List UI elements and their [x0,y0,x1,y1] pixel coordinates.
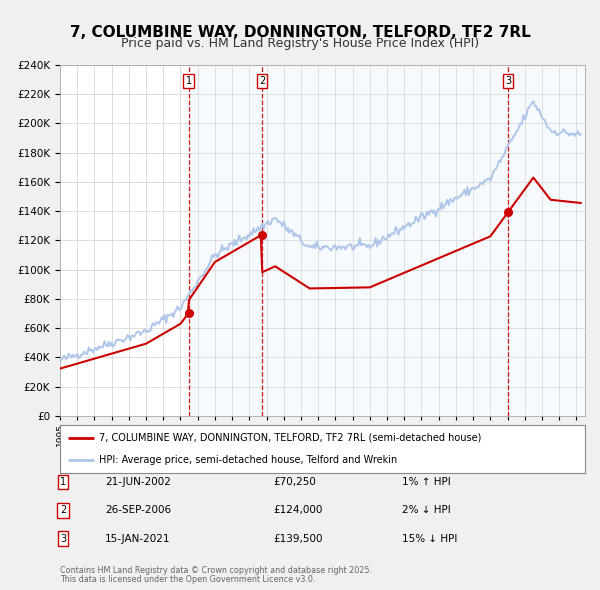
Text: 7, COLUMBINE WAY, DONNINGTON, TELFORD, TF2 7RL: 7, COLUMBINE WAY, DONNINGTON, TELFORD, T… [70,25,530,40]
Text: 15-JAN-2021: 15-JAN-2021 [105,534,170,543]
Text: 3: 3 [505,76,511,86]
Text: 7, COLUMBINE WAY, DONNINGTON, TELFORD, TF2 7RL (semi-detached house): 7, COLUMBINE WAY, DONNINGTON, TELFORD, T… [100,433,482,443]
Bar [188,65,262,416]
Text: Price paid vs. HM Land Registry's House Price Index (HPI): Price paid vs. HM Land Registry's House … [121,37,479,50]
Text: 26-SEP-2006: 26-SEP-2006 [105,506,171,515]
Text: 3: 3 [60,534,66,543]
Text: 2: 2 [60,506,66,515]
Bar [508,65,585,416]
Text: 2: 2 [259,76,265,86]
Text: 2% ↓ HPI: 2% ↓ HPI [402,506,451,515]
Text: 1: 1 [60,477,66,487]
Text: 1% ↑ HPI: 1% ↑ HPI [402,477,451,487]
Text: £70,250: £70,250 [273,477,316,487]
Text: £124,000: £124,000 [273,506,322,515]
Text: This data is licensed under the Open Government Licence v3.0.: This data is licensed under the Open Gov… [60,575,316,584]
Text: Contains HM Land Registry data © Crown copyright and database right 2025.: Contains HM Land Registry data © Crown c… [60,566,372,575]
Bar [262,65,508,416]
Text: 21-JUN-2002: 21-JUN-2002 [105,477,171,487]
Text: HPI: Average price, semi-detached house, Telford and Wrekin: HPI: Average price, semi-detached house,… [100,455,398,465]
Text: 15% ↓ HPI: 15% ↓ HPI [402,534,457,543]
Text: 1: 1 [185,76,191,86]
Text: £139,500: £139,500 [273,534,323,543]
